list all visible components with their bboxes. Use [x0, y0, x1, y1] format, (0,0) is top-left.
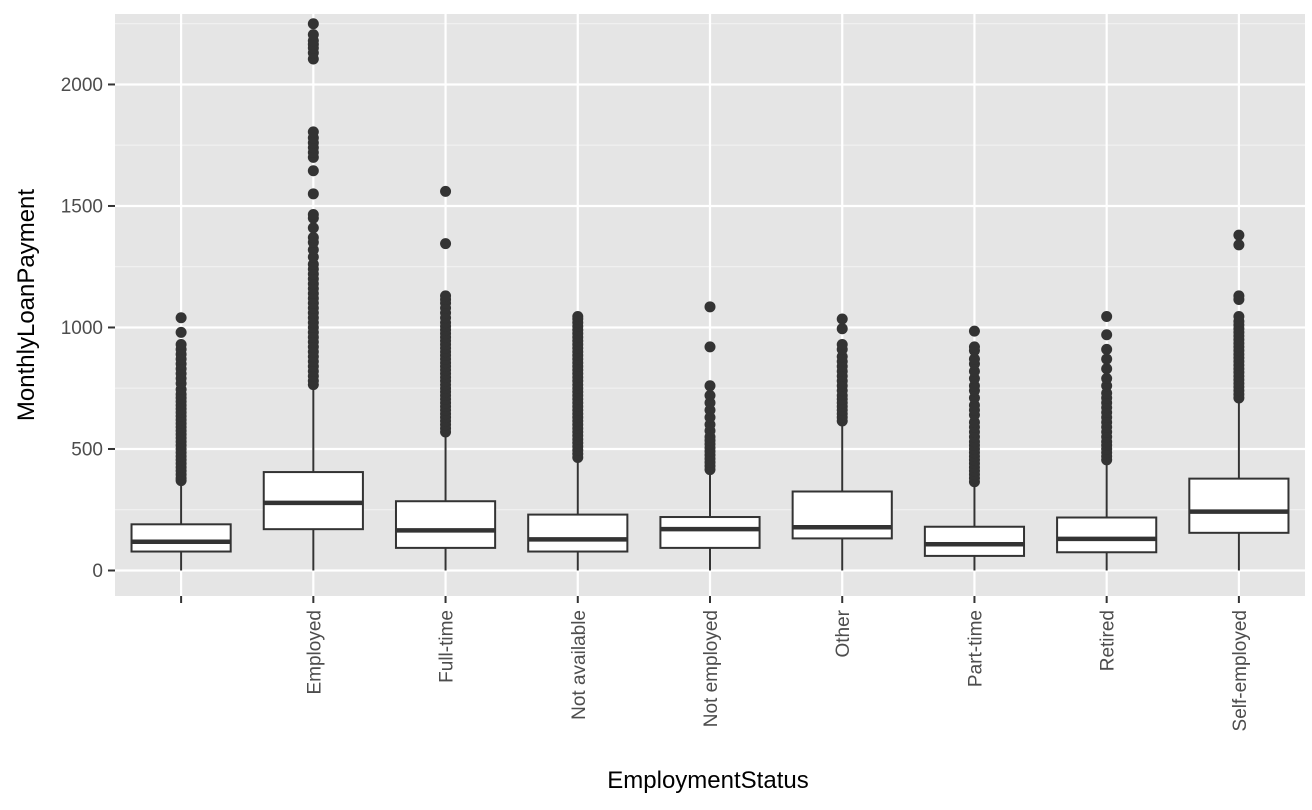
outlier-point	[1101, 311, 1113, 323]
outlier-point	[307, 188, 319, 200]
box-iqr	[791, 490, 893, 540]
outlier-point	[572, 311, 584, 323]
outlier-point	[307, 232, 319, 244]
outlier-point	[307, 29, 319, 41]
x-tick-label: Employed	[304, 610, 325, 695]
outlier-point	[1101, 363, 1113, 375]
outlier-point	[968, 353, 980, 365]
outlier-point	[307, 18, 319, 30]
outlier-point	[175, 326, 187, 338]
x-tick-label: Retired	[1098, 610, 1119, 671]
outlier-point	[1233, 290, 1245, 302]
outlier-point	[1101, 343, 1113, 355]
x-tick-label: Part-time	[965, 610, 986, 687]
outlier-point	[1101, 353, 1113, 365]
box-iqr	[923, 525, 1026, 557]
x-tick-label: Other	[833, 609, 854, 657]
outlier-point	[1101, 373, 1113, 385]
outlier-point	[440, 238, 452, 250]
box-group	[262, 18, 364, 571]
outlier-point	[704, 341, 716, 353]
outlier-point	[440, 290, 452, 302]
box-group	[1056, 311, 1158, 571]
x-axis-title: EmploymentStatus	[607, 767, 808, 794]
box-group	[791, 313, 893, 571]
outlier-point	[968, 341, 980, 353]
x-tick-label: Not employed	[701, 610, 722, 727]
box-iqr	[1056, 516, 1158, 554]
y-tick-label: 1000	[61, 318, 103, 339]
box-group	[923, 325, 1026, 571]
x-tick-label: Self-employed	[1230, 610, 1251, 731]
box-iqr	[527, 513, 629, 553]
y-tick-label: 0	[92, 561, 103, 582]
box-layer	[130, 18, 1290, 571]
y-axis-title: MonthlyLoanPayment	[13, 189, 40, 421]
outlier-point	[1233, 239, 1245, 251]
box-iqr	[659, 516, 761, 549]
box-iqr	[1188, 477, 1290, 534]
outlier-point	[1233, 229, 1245, 241]
outlier-point	[704, 380, 716, 392]
outlier-point	[307, 126, 319, 138]
y-tick-label: 500	[71, 439, 103, 460]
outlier-point	[175, 338, 187, 350]
outlier-point	[968, 325, 980, 337]
box-group	[1188, 229, 1290, 571]
box-iqr	[262, 471, 364, 531]
box-iqr	[130, 523, 232, 553]
outlier-point	[307, 165, 319, 177]
box-group	[130, 312, 232, 571]
outlier-point	[836, 313, 848, 325]
x-tick-label: Not available	[569, 610, 590, 720]
y-tick-label: 1500	[61, 196, 103, 217]
outlier-point	[175, 312, 187, 324]
outlier-point	[307, 208, 319, 220]
outlier-point	[836, 338, 848, 350]
box-iqr	[394, 500, 497, 549]
outlier-point	[836, 323, 848, 335]
outlier-point	[440, 185, 452, 197]
outlier-point	[1101, 329, 1113, 341]
box-group	[394, 185, 497, 571]
x-tick-label: Full-time	[437, 610, 458, 683]
outlier-point	[1233, 311, 1245, 323]
axis-layer: 0 500 1000 1500 2000 Employed Full-time Not ava…	[61, 75, 1251, 731]
outlier-point	[704, 390, 716, 402]
box-group	[527, 311, 629, 571]
outlier-point	[704, 301, 716, 313]
box-group	[659, 301, 761, 571]
outlier-point	[307, 222, 319, 234]
y-tick-label: 2000	[61, 75, 103, 96]
